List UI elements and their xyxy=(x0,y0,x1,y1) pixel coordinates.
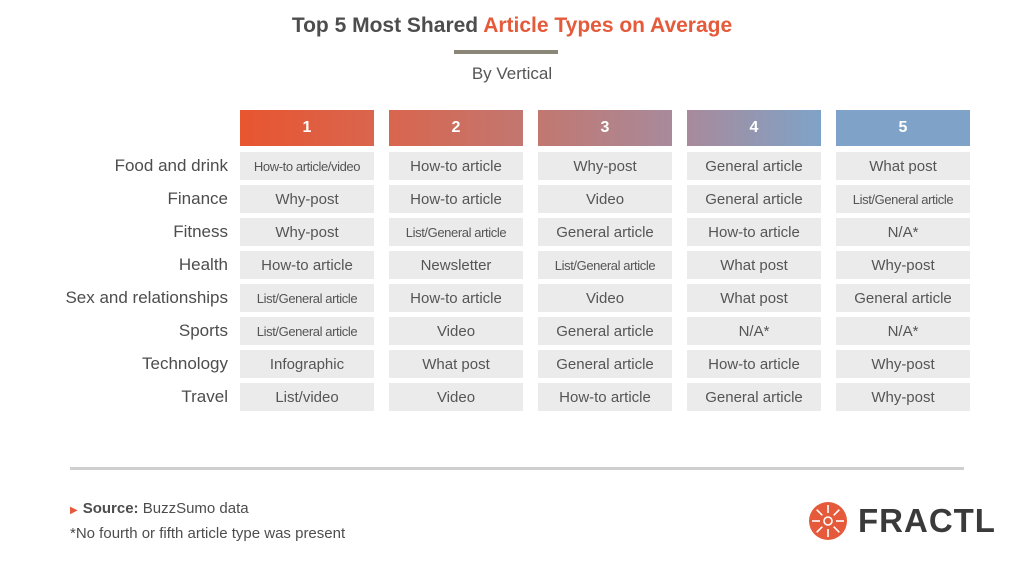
table-cell: What post xyxy=(836,152,970,180)
chart-subtitle: By Vertical xyxy=(471,64,553,83)
table-cell: Why-post xyxy=(836,251,970,279)
table-cell: Newsletter xyxy=(389,251,523,279)
table-cell: Why-post xyxy=(836,350,970,378)
table-cell: General article xyxy=(836,284,970,312)
source-text: BuzzSumo data xyxy=(138,500,249,517)
chart-title: Top 5 Most Shared Article Types on Avera… xyxy=(0,14,1024,38)
fractl-sunburst-icon xyxy=(809,502,847,540)
table-cell: Why-post xyxy=(836,383,970,411)
table-cell: List/General article xyxy=(240,284,374,312)
table-cell: General article xyxy=(687,185,821,213)
table-cell: What post xyxy=(389,350,523,378)
logo-text: FRACTL xyxy=(858,502,996,539)
row-label: Travel xyxy=(181,387,228,406)
table-cell: How-to article xyxy=(389,185,523,213)
footer-divider xyxy=(70,467,964,470)
table-cell: General article xyxy=(538,218,672,246)
triangle-bullet-icon: ▶ xyxy=(70,505,78,516)
table-cell: Why-post xyxy=(538,152,672,180)
title-underline xyxy=(454,50,558,54)
row-label: Finance xyxy=(167,189,228,208)
footnote: *No fourth or fifth article type was pre… xyxy=(70,525,346,542)
table-cell: Infographic xyxy=(240,350,374,378)
row-label: Sports xyxy=(178,321,228,340)
table-cell: List/General article xyxy=(836,185,970,213)
table-cell: What post xyxy=(687,251,821,279)
table-cell: List/video xyxy=(240,383,374,411)
source-line: ▶ Source: BuzzSumo data xyxy=(70,500,249,517)
table-cell: How-to article xyxy=(538,383,672,411)
table-cell: N/A* xyxy=(836,317,970,345)
table-cell: How-to article xyxy=(389,284,523,312)
rank-header-5: 5 xyxy=(836,110,970,146)
row-label: Food and drink xyxy=(114,156,228,175)
rank-header-4: 4 xyxy=(687,110,821,146)
table-cell: Video xyxy=(538,185,672,213)
fractl-logo: FRACTL xyxy=(808,499,996,543)
table-cell: Video xyxy=(389,317,523,345)
table-cell: List/General article xyxy=(240,317,374,345)
table-cell: Why-post xyxy=(240,218,374,246)
table-cell: Video xyxy=(538,284,672,312)
table-cell: What post xyxy=(687,284,821,312)
title-main: Top 5 Most Shared xyxy=(291,14,484,37)
table-cell: How-to article/video xyxy=(240,152,374,180)
table-cell: General article xyxy=(538,317,672,345)
table-cell: How-to article xyxy=(687,218,821,246)
table-cell: How-to article xyxy=(389,152,523,180)
row-label: Sex and relationships xyxy=(65,288,228,307)
table-cell: List/General article xyxy=(389,218,523,246)
table-cell: List/General article xyxy=(538,251,672,279)
table-cell: Video xyxy=(389,383,523,411)
table-cell: General article xyxy=(687,152,821,180)
table-cell: General article xyxy=(687,383,821,411)
row-label: Fitness xyxy=(173,222,228,241)
row-label: Health xyxy=(178,255,228,274)
table-cell: N/A* xyxy=(836,218,970,246)
table-cell: How-to article xyxy=(240,251,374,279)
rank-header-2: 2 xyxy=(389,110,523,146)
table-cell: General article xyxy=(538,350,672,378)
rank-header-3: 3 xyxy=(538,110,672,146)
rank-header-1: 1 xyxy=(240,110,374,146)
table-cell: N/A* xyxy=(687,317,821,345)
source-label: Source: xyxy=(82,500,139,517)
title-accent: Article Types on Average xyxy=(483,14,733,37)
table-cell: Why-post xyxy=(240,185,374,213)
row-label: Technology xyxy=(141,354,228,373)
table-cell: How-to article xyxy=(687,350,821,378)
